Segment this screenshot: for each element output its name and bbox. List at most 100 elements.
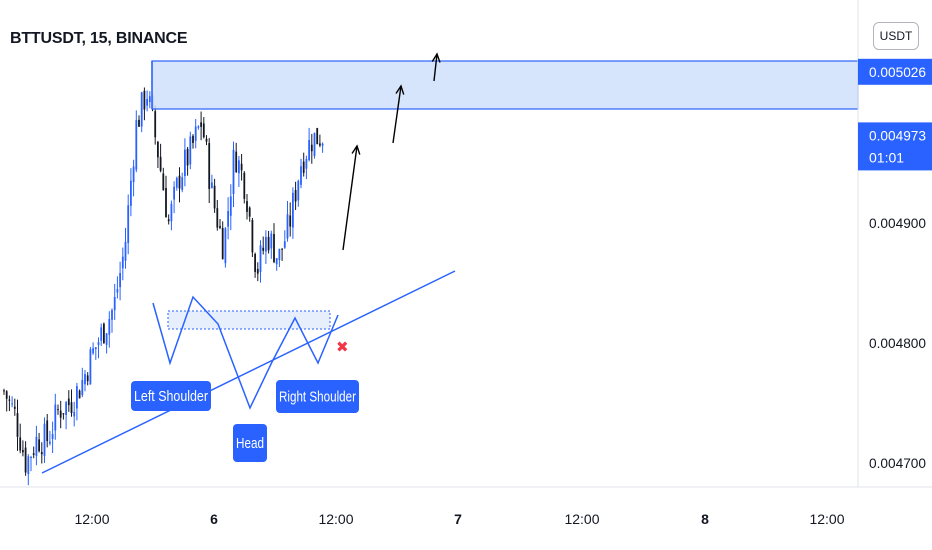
candle-body — [229, 196, 232, 216]
candle-body — [76, 386, 78, 409]
pattern-label[interactable]: Head — [233, 424, 267, 462]
candle-body — [310, 144, 313, 152]
candle-body — [292, 192, 294, 228]
candle-body — [243, 172, 246, 199]
candle-body — [197, 126, 200, 128]
candle-body — [319, 143, 321, 146]
candle-body — [178, 175, 181, 189]
candle-body — [267, 236, 270, 251]
candle-body — [259, 245, 262, 272]
candle-body — [43, 423, 46, 456]
candle-body — [100, 327, 103, 341]
price-axis: 0.0054000.0053000.0052000.0051000.004900… — [857, 0, 932, 487]
candle-body — [246, 201, 248, 212]
price-label-text: 0.004973 — [869, 127, 926, 143]
pattern-label-box — [276, 380, 359, 413]
candle-body — [170, 203, 173, 222]
candle-body — [308, 140, 310, 161]
arrow-head — [395, 84, 405, 95]
pattern-label-text: Left Shoulder — [134, 388, 208, 405]
projection-arrow[interactable] — [433, 53, 438, 82]
candle-body — [62, 413, 65, 415]
candle-body — [189, 136, 192, 165]
candle-body — [289, 215, 292, 227]
candle-body — [24, 447, 27, 473]
countdown-text: 01:01 — [869, 149, 904, 165]
pattern-label-box — [233, 424, 267, 462]
candle-body — [200, 122, 202, 127]
price-tick-label: 0.004900 — [869, 215, 926, 231]
candle-body — [219, 226, 221, 228]
candle-body — [235, 151, 238, 173]
candle-body — [54, 404, 57, 431]
candle-body — [211, 182, 213, 188]
candle-body — [49, 441, 51, 444]
candle-body — [173, 186, 175, 200]
candle-body — [105, 333, 108, 345]
candle-body — [157, 141, 159, 158]
candle-body — [46, 420, 49, 442]
candle-body — [205, 138, 208, 142]
candle-body — [119, 273, 121, 288]
candle-body — [8, 399, 11, 401]
candle-body — [202, 123, 205, 138]
candle-body — [73, 411, 76, 417]
candle-body — [103, 323, 105, 343]
neckline-box[interactable] — [167, 310, 331, 330]
candle-body — [146, 99, 148, 106]
candle-body — [192, 135, 194, 144]
candle-body — [175, 177, 178, 188]
candle-body — [283, 241, 286, 248]
candle-body — [297, 180, 300, 201]
arrow-head — [431, 52, 441, 63]
candle-body — [248, 207, 251, 217]
candle-body — [167, 219, 170, 222]
time-tick-label: 12:00 — [809, 511, 844, 527]
candle-body — [181, 177, 184, 190]
currency-button[interactable]: USDT — [873, 22, 919, 50]
candle-body — [138, 119, 140, 127]
candle-body — [5, 391, 8, 399]
pattern-label-box — [131, 381, 211, 411]
candle-body — [143, 90, 146, 110]
candle-body — [35, 436, 38, 456]
candle-body — [116, 289, 119, 293]
resistance-zone[interactable] — [151, 60, 859, 110]
candle-body — [16, 413, 19, 437]
candle-body — [27, 456, 30, 475]
candle-body — [281, 248, 283, 250]
time-tick-label: 12:00 — [318, 511, 353, 527]
pattern-label-text: Right Shoulder — [279, 389, 356, 406]
candle-body — [140, 92, 143, 127]
candle-body — [127, 205, 130, 243]
candle-body — [124, 241, 127, 261]
candle-body — [278, 249, 281, 260]
time-tick-label: 6 — [210, 511, 218, 527]
ascending-trendline[interactable] — [41, 270, 456, 474]
candle-body — [59, 410, 62, 418]
arrow-head — [351, 144, 361, 155]
candle-body — [275, 258, 278, 265]
symbol-title: BTTUSDT, 15, BINANCE — [10, 30, 188, 47]
candle-body — [130, 180, 132, 206]
candle-body — [213, 185, 216, 209]
projection-arrow[interactable] — [342, 145, 358, 251]
candle-body — [111, 310, 113, 320]
candle-body — [30, 456, 32, 458]
pattern-label[interactable]: Left Shoulder — [131, 381, 211, 411]
candle-body — [194, 126, 197, 141]
candle-body — [84, 374, 86, 385]
candle-body — [89, 349, 92, 385]
time-tick-label: 7 — [454, 511, 462, 527]
price-tick-label: 0.004800 — [869, 335, 926, 351]
price-label-level — [858, 58, 932, 85]
candle-body — [265, 236, 267, 252]
candle-body — [208, 143, 211, 189]
projection-arrow[interactable] — [392, 85, 402, 144]
candle-body — [67, 398, 70, 406]
candle-body — [148, 96, 151, 103]
head-and-shoulders-pattern[interactable] — [152, 295, 339, 410]
pattern-label[interactable]: Right Shoulder — [276, 380, 359, 413]
candle-body — [254, 253, 256, 272]
